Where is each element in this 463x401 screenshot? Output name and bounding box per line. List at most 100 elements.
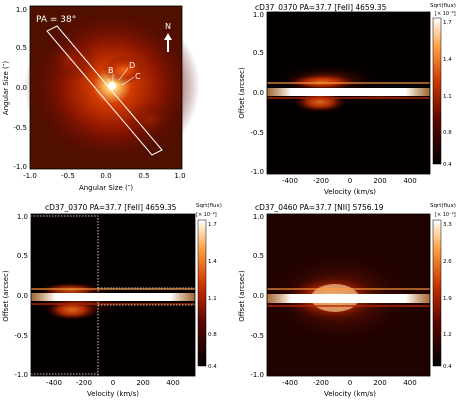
marker-d: D bbox=[129, 61, 135, 70]
tr-x-label: Velocity (km/s) bbox=[324, 188, 376, 196]
continuum-streak bbox=[267, 88, 430, 96]
bl-cbar-tick: 1.7 bbox=[208, 222, 217, 228]
tr-x-tick: 400 bbox=[403, 177, 416, 185]
tl-x-label: Angular Size (″) bbox=[79, 184, 133, 192]
bl-x-tick: 0 bbox=[111, 379, 115, 387]
tr-y-tick: 0.5 bbox=[253, 49, 264, 57]
bl-cbar-exp: [× 10⁻⁶] bbox=[196, 212, 217, 218]
panel-pv-nii: cD37_0460 PA=37.7 [NII] 5756.19 1.0 0.5 … bbox=[238, 203, 456, 398]
tl-x-tick: -1.0 bbox=[23, 172, 37, 180]
bl-y-tick: -1.0 bbox=[14, 371, 28, 379]
tr-y-ticks: 1.0 0.5 0.0 -0.5 -1.0 bbox=[250, 11, 264, 176]
continuum-streak bbox=[267, 294, 430, 303]
br-cbar-exp: [× 10⁻⁶] bbox=[435, 212, 456, 218]
br-cbar-label: Sqrt(flux) bbox=[430, 203, 456, 209]
bl-cbar-ticks: 1.7 1.4 1.1 0.8 0.4 bbox=[208, 222, 217, 370]
bl-cbar-tick: 1.1 bbox=[208, 296, 217, 302]
bl-x-tick: -400 bbox=[46, 379, 62, 387]
tl-x-ticks: -1.0 -0.5 0.0 0.5 1.0 bbox=[23, 172, 185, 180]
br-cbar-tick: 1.9 bbox=[443, 296, 452, 302]
bl-x-tick: -200 bbox=[76, 379, 92, 387]
br-y-tick: 0.5 bbox=[253, 252, 264, 260]
br-cbar-tick: 0.4 bbox=[443, 364, 452, 370]
br-y-label: Offset (arcsec) bbox=[238, 270, 246, 322]
tr-title: cD37_0370 PA=37.7 [FeII] 4659.35 bbox=[255, 3, 387, 12]
tl-y-tick: 1.0 bbox=[16, 6, 27, 14]
br-y-tick: 1.0 bbox=[253, 213, 264, 221]
panel-pv-feii-top: cD37_0370 PA=37.7 [FeII] 4659.35 1.0 0.5… bbox=[238, 3, 456, 196]
br-cbar-tick: 3.3 bbox=[443, 222, 452, 228]
br-cbar-tick: 1.2 bbox=[443, 332, 452, 338]
north-arrow-icon bbox=[164, 33, 172, 40]
tr-cbar-tick: 1.1 bbox=[443, 94, 452, 100]
br-x-tick: 400 bbox=[403, 379, 416, 387]
tr-x-tick: -200 bbox=[313, 177, 329, 185]
tl-y-tick: 0.5 bbox=[16, 44, 27, 52]
tl-x-tick: 0.0 bbox=[100, 172, 111, 180]
pa-label: PA = 38° bbox=[36, 15, 76, 25]
br-cbar-tick: 2.6 bbox=[443, 259, 452, 265]
bl-cbar-tick: 0.4 bbox=[208, 364, 217, 370]
bl-x-tick: 400 bbox=[166, 379, 179, 387]
br-y-tick: -0.5 bbox=[250, 332, 264, 340]
tr-y-tick: -1.0 bbox=[250, 168, 264, 176]
tr-y-label: Offset (arcsec) bbox=[238, 67, 246, 119]
bl-y-tick: -0.5 bbox=[14, 332, 28, 340]
tr-x-ticks: -400 -200 0 200 400 bbox=[282, 177, 417, 185]
bl-colorbar bbox=[197, 219, 207, 367]
tr-cbar-tick: 1.7 bbox=[443, 20, 452, 26]
tl-x-tick: 0.5 bbox=[138, 172, 149, 180]
bl-y-tick: 0.5 bbox=[17, 252, 28, 260]
tl-y-tick: 0.0 bbox=[16, 84, 27, 92]
bl-x-tick: 200 bbox=[136, 379, 149, 387]
tr-y-tick: -0.5 bbox=[250, 129, 264, 137]
br-y-ticks: 1.0 0.5 0.0 -0.5 -1.0 bbox=[250, 213, 264, 379]
tr-cbar-ticks: 1.7 1.4 1.1 0.8 0.4 bbox=[443, 20, 452, 168]
tr-x-tick: -400 bbox=[282, 177, 298, 185]
bl-y-label: Offset (arcsec) bbox=[2, 270, 10, 322]
br-x-tick: 200 bbox=[373, 379, 386, 387]
br-x-ticks: -400 -200 0 200 400 bbox=[282, 379, 417, 387]
tr-cbar-tick: 0.4 bbox=[443, 162, 452, 168]
bl-y-ticks: 1.0 0.5 0.0 -0.5 -1.0 bbox=[14, 213, 28, 379]
bl-cbar-tick: 1.4 bbox=[208, 259, 217, 265]
bl-x-ticks: -400 -200 0 200 400 bbox=[46, 379, 180, 387]
tr-x-tick: 0 bbox=[348, 177, 352, 185]
continuum-streak bbox=[31, 293, 195, 301]
tr-y-tick: 0.0 bbox=[253, 89, 264, 97]
tl-y-tick: -0.5 bbox=[13, 124, 27, 132]
br-x-tick: -400 bbox=[282, 379, 298, 387]
br-x-tick: -200 bbox=[313, 379, 329, 387]
central-star bbox=[108, 82, 116, 90]
tl-x-tick: -0.5 bbox=[61, 172, 75, 180]
tr-cbar-label: Sqrt(flux) bbox=[430, 3, 456, 9]
bl-x-label: Velocity (km/s) bbox=[87, 390, 139, 398]
tl-y-tick: -1.0 bbox=[13, 163, 27, 171]
br-cbar-ticks: 3.3 2.6 1.9 1.2 0.4 bbox=[443, 222, 452, 370]
tr-x-tick: 200 bbox=[373, 177, 386, 185]
marker-b: B bbox=[108, 66, 114, 75]
br-colorbar bbox=[432, 219, 442, 367]
tl-y-ticks: 1.0 0.5 0.0 -0.5 -1.0 bbox=[13, 6, 27, 171]
tl-y-label: Angular Size (″) bbox=[2, 61, 10, 115]
north-label: N bbox=[165, 22, 171, 31]
br-y-tick: -1.0 bbox=[250, 371, 264, 379]
bl-cbar-tick: 0.8 bbox=[208, 332, 217, 338]
slit-box bbox=[46, 25, 163, 156]
bl-cbar-label: Sqrt(flux) bbox=[196, 203, 222, 209]
tr-cbar-tick: 1.4 bbox=[443, 57, 452, 63]
tr-y-tick: 1.0 bbox=[253, 11, 264, 19]
marker-c: C bbox=[135, 72, 141, 81]
tr-cbar-exp: [× 10⁻⁶] bbox=[435, 11, 456, 17]
br-x-tick: 0 bbox=[348, 379, 352, 387]
panel-pv-feii-bottom: cD37_0370 PA=37.7 [FeII] 4659.35 1.0 0.5… bbox=[2, 203, 222, 398]
bl-y-tick: 0.0 bbox=[17, 292, 28, 300]
br-title: cD37_0460 PA=37.7 [NII] 5756.19 bbox=[255, 203, 384, 212]
masked-region bbox=[31, 215, 99, 376]
tr-cbar-tick: 0.8 bbox=[443, 130, 452, 136]
bl-title: cD37_0370 PA=37.7 [FeII] 4659.35 bbox=[45, 203, 177, 212]
bl-y-tick: 1.0 bbox=[17, 213, 28, 221]
br-x-label: Velocity (km/s) bbox=[324, 390, 376, 398]
tr-colorbar bbox=[432, 17, 442, 165]
